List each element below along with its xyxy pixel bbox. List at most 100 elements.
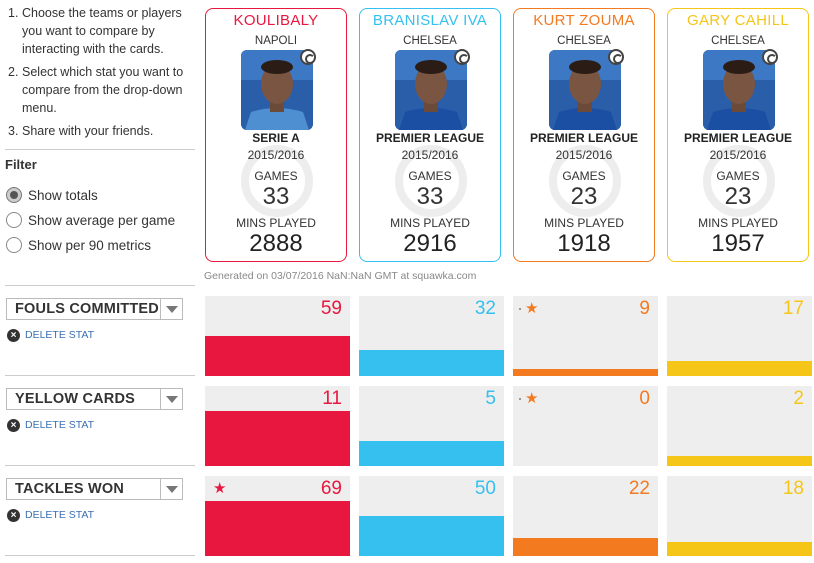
delete-stat-button[interactable]: × DELETE STAT: [7, 508, 94, 522]
games-ring: [395, 145, 467, 217]
season: 2015/2016: [401, 148, 459, 162]
games-label: GAMES: [408, 169, 452, 183]
stat-cell: 59: [205, 296, 350, 376]
player-photo-image: [703, 50, 775, 130]
delete-stat-label[interactable]: DELETE STAT: [25, 509, 95, 521]
stat-value: 32: [474, 298, 496, 319]
stat-bar: [205, 336, 350, 376]
delete-stat-label[interactable]: DELETE STAT: [25, 419, 95, 431]
sidebar: 1. Choose the teams or players you want …: [0, 0, 195, 563]
instruction-number: 3.: [8, 124, 19, 138]
player-photo-image: [241, 50, 313, 130]
league-name: SERIE A: [252, 131, 300, 145]
divider: [5, 375, 195, 376]
games-value: 23: [570, 183, 598, 210]
player-card[interactable]: KURT ZOUMA CHELSEA PREMIER LEAGUE 2015/2016…: [513, 8, 655, 262]
stat-bar: [667, 361, 812, 376]
team-name: CHELSEA: [711, 35, 765, 47]
stat-value: 18: [782, 478, 804, 499]
filter-option-label: Show average per game: [28, 212, 176, 228]
instruction-text: Choose the teams or players you want to …: [22, 6, 182, 56]
radio-button[interactable]: [6, 237, 22, 253]
team-name: CHELSEA: [557, 35, 611, 47]
stat-cell: 5: [359, 386, 504, 466]
mins-value: 2916: [403, 230, 457, 257]
stat-select-tackles[interactable]: TACKLES WON: [6, 478, 183, 500]
filter-option-per90[interactable]: Show per 90 metrics: [6, 235, 151, 255]
stat-bar: [205, 501, 350, 556]
stat-cell: 2: [667, 386, 812, 466]
close-icon[interactable]: ×: [7, 508, 20, 522]
generated-note: Generated on 03/07/2016 NaN:NaN GMT at s…: [204, 270, 477, 282]
chevron-down-icon[interactable]: [160, 299, 182, 319]
divider: [5, 465, 195, 466]
stat-bar: [667, 456, 812, 466]
stat-value: 2: [793, 388, 804, 409]
chevron-down-icon[interactable]: [160, 479, 182, 499]
stat-bar: [359, 516, 504, 556]
filter-option-totals[interactable]: Show totals: [6, 185, 98, 205]
league-name: PREMIER LEAGUE: [375, 131, 484, 145]
games-ring: [241, 145, 313, 217]
player-name: GARY CAHILL: [687, 12, 789, 29]
mins-label: MINS PLAYED: [544, 216, 624, 230]
club-badge-icon[interactable]: [454, 49, 470, 65]
club-badge-icon[interactable]: [608, 49, 624, 65]
mins-value: 1918: [557, 230, 611, 257]
star-icon: ★: [213, 480, 227, 497]
games-ring: [703, 145, 775, 217]
mins-value: 1957: [711, 230, 765, 257]
radio-button[interactable]: [6, 212, 22, 228]
games-ring: [549, 145, 621, 217]
player-name: KOULIBALY: [233, 12, 319, 29]
close-icon[interactable]: ×: [7, 328, 20, 342]
divider: [5, 149, 195, 150]
stat-value: 11: [322, 388, 342, 409]
stat-select-fouls[interactable]: FOULS COMMITTED: [6, 298, 183, 320]
season: 2015/2016: [555, 148, 613, 162]
stat-select-label: TACKLES WON: [15, 481, 125, 497]
close-icon[interactable]: ×: [7, 418, 20, 432]
instruction-text: Share with your friends.: [22, 124, 154, 138]
games-label: GAMES: [562, 169, 606, 183]
delete-stat-button[interactable]: × DELETE STAT: [7, 328, 94, 342]
player-card[interactable]: GARY CAHILL CHELSEA PREMIER LEAGUE 2015/201…: [667, 8, 809, 262]
stat-cell: 17: [667, 296, 812, 376]
stat-select-yellow-cards[interactable]: YELLOW CARDS: [6, 388, 183, 410]
stat-value: 0: [639, 388, 650, 409]
stat-value: 59: [320, 298, 342, 319]
instruction-number: 2.: [8, 65, 19, 79]
delete-stat-button[interactable]: × DELETE STAT: [7, 418, 94, 432]
player-photo: [241, 49, 316, 130]
player-card[interactable]: BRANISLAV IVA CHELSEA PREMIER LEAGUE 2015/2…: [359, 8, 501, 262]
player-card[interactable]: KOULIBALY NAPOLI SERIE A 2015/2016 GAMES 33 MI…: [205, 8, 347, 262]
stat-value: 9: [639, 298, 650, 319]
player-name: BRANISLAV IVA: [372, 12, 488, 29]
player-photo: [395, 49, 470, 130]
club-badge-icon[interactable]: [300, 49, 316, 65]
marker-dot: [519, 308, 521, 310]
mins-label: MINS PLAYED: [236, 216, 316, 230]
stat-value: 69: [320, 478, 342, 499]
chevron-down-icon[interactable]: [160, 389, 182, 409]
stat-bar: [513, 369, 658, 376]
mins-label: MINS PLAYED: [390, 216, 470, 230]
team-name: CHELSEA: [403, 35, 457, 47]
stat-value: 22: [628, 478, 650, 499]
star-icon: ★: [525, 300, 539, 317]
club-badge-icon[interactable]: [762, 49, 778, 65]
instruction-text: Select which stat you want to compare fr…: [22, 65, 184, 115]
filter-option-label: Show totals: [28, 187, 98, 203]
stat-value: 17: [782, 298, 804, 319]
stat-cell: 50: [359, 476, 504, 556]
stat-cell: 9 ★: [513, 296, 658, 376]
radio-button[interactable]: [6, 187, 22, 203]
stat-cell: 32: [359, 296, 504, 376]
filter-option-average[interactable]: Show average per game: [6, 210, 175, 230]
stat-bar: [359, 350, 504, 376]
games-value: 33: [262, 183, 290, 210]
stat-cell: 18: [667, 476, 812, 556]
team-name: NAPOLI: [254, 35, 298, 47]
delete-stat-label[interactable]: DELETE STAT: [25, 329, 95, 341]
player-photo-image: [395, 50, 467, 130]
